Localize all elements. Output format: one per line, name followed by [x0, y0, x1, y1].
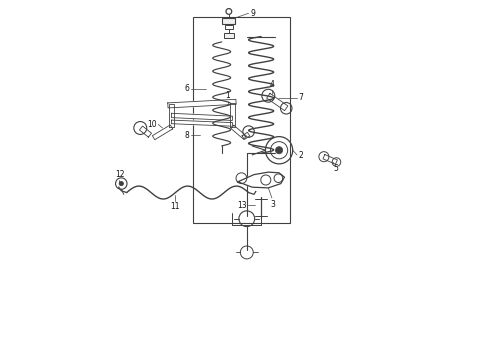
Text: 13: 13 — [237, 201, 247, 210]
Polygon shape — [323, 154, 337, 164]
Polygon shape — [172, 113, 233, 121]
Text: 9: 9 — [250, 9, 255, 18]
Text: 6: 6 — [185, 84, 190, 93]
Text: 11: 11 — [171, 202, 180, 211]
Bar — [224, 33, 234, 39]
Polygon shape — [267, 93, 288, 111]
Bar — [224, 25, 233, 30]
Polygon shape — [169, 104, 174, 127]
Text: 1: 1 — [225, 91, 230, 100]
Text: 2: 2 — [298, 151, 303, 160]
Polygon shape — [168, 99, 236, 108]
Text: 5: 5 — [333, 164, 338, 173]
Polygon shape — [152, 125, 172, 140]
Bar — [222, 18, 235, 24]
Polygon shape — [231, 125, 246, 139]
Polygon shape — [140, 126, 151, 137]
Text: 12: 12 — [115, 170, 124, 179]
Polygon shape — [238, 172, 285, 188]
Circle shape — [119, 181, 123, 186]
Text: 3: 3 — [271, 201, 276, 210]
Text: 8: 8 — [185, 131, 190, 140]
Polygon shape — [230, 103, 235, 127]
Bar — [193, 17, 290, 223]
Circle shape — [275, 147, 283, 154]
Polygon shape — [242, 132, 250, 139]
Text: 10: 10 — [147, 120, 157, 129]
Polygon shape — [172, 120, 233, 126]
Text: 4: 4 — [270, 80, 274, 89]
Text: 7: 7 — [298, 93, 303, 102]
